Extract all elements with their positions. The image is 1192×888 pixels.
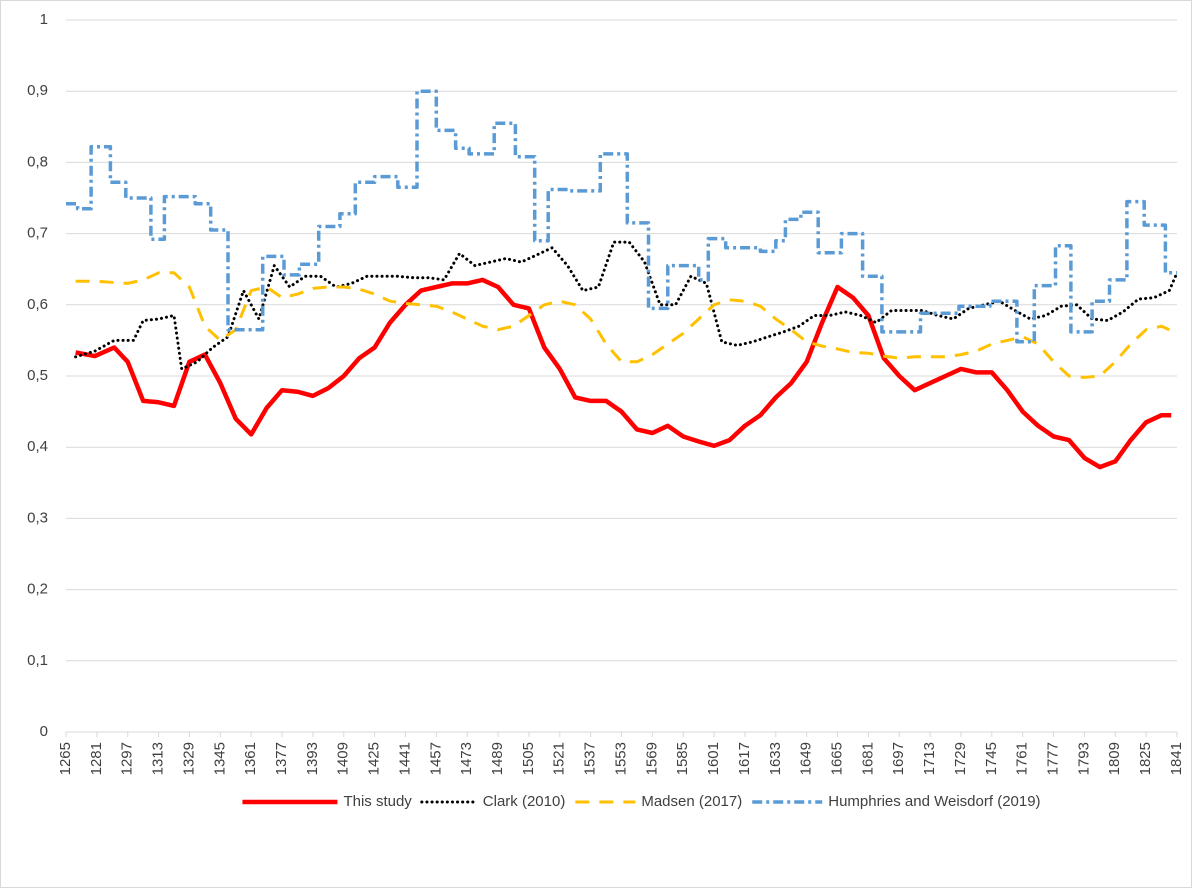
y-tick-label: 1 [40, 11, 48, 28]
x-tick-label: 1441 [396, 742, 413, 775]
series-line [75, 277, 1172, 470]
x-tick-label: 1649 [798, 742, 815, 775]
x-tick-label: 1713 [921, 742, 938, 775]
x-tick-label: 1489 [489, 742, 506, 775]
x-tick-label: 1297 [119, 742, 136, 775]
legend-label: Madsen (2017) [641, 793, 742, 810]
legend-label: This study [343, 793, 412, 810]
x-tick-label: 1425 [366, 742, 383, 775]
y-tick-label: 0,6 [27, 296, 48, 313]
x-tick-label: 1729 [952, 742, 969, 775]
x-tick-label: 1409 [335, 742, 352, 775]
y-tick-label: 0,4 [27, 438, 48, 455]
x-tick-label: 1281 [88, 742, 105, 775]
x-tick-label: 1601 [705, 742, 722, 775]
x-tick-label: 1553 [612, 742, 629, 775]
y-tick-label: 0,3 [27, 509, 48, 526]
y-tick-label: 0,5 [27, 367, 48, 384]
x-tick-label: 1793 [1075, 742, 1092, 775]
x-tick-label: 1521 [551, 742, 568, 775]
x-tick-label: 1505 [520, 742, 537, 775]
series-line [75, 271, 1170, 379]
y-tick-label: 0,8 [27, 153, 48, 170]
x-tick-label: 1745 [983, 742, 1000, 775]
y-tick-label: 0 [40, 723, 48, 740]
legend-label: Humphries and Weisdorf (2019) [828, 793, 1040, 810]
x-tick-label: 1265 [57, 742, 74, 775]
x-tick-label: 1345 [211, 742, 228, 775]
series-line [74, 240, 1179, 371]
x-tick-label: 1617 [736, 742, 753, 775]
y-tick-label: 0,9 [27, 82, 48, 99]
x-tick-label: 1457 [427, 742, 444, 775]
x-tick-label: 1537 [582, 742, 599, 775]
x-tick-label: 1329 [180, 742, 197, 775]
x-tick-label: 1569 [643, 742, 660, 775]
x-tick-label: 1665 [828, 742, 845, 775]
x-tick-label: 1825 [1137, 742, 1154, 775]
x-tick-label: 1841 [1168, 742, 1185, 775]
x-tick-label: 1761 [1014, 742, 1031, 775]
x-tick-label: 1777 [1045, 742, 1062, 775]
x-tick-label: 1633 [767, 742, 784, 775]
x-tick-label: 1377 [273, 742, 290, 775]
y-tick-label: 0,2 [27, 581, 48, 598]
y-tick-label: 0,7 [27, 225, 48, 242]
legend-label: Clark (2010) [483, 793, 566, 810]
x-tick-label: 1585 [674, 742, 691, 775]
x-tick-label: 1313 [150, 742, 167, 775]
x-tick-label: 1809 [1106, 742, 1123, 775]
x-tick-label: 1697 [890, 742, 907, 775]
y-tick-label: 0,1 [27, 652, 48, 669]
x-tick-label: 1473 [458, 742, 475, 775]
x-tick-label: 1681 [859, 742, 876, 775]
x-tick-label: 1393 [304, 742, 321, 775]
x-tick-label: 1361 [242, 742, 259, 775]
